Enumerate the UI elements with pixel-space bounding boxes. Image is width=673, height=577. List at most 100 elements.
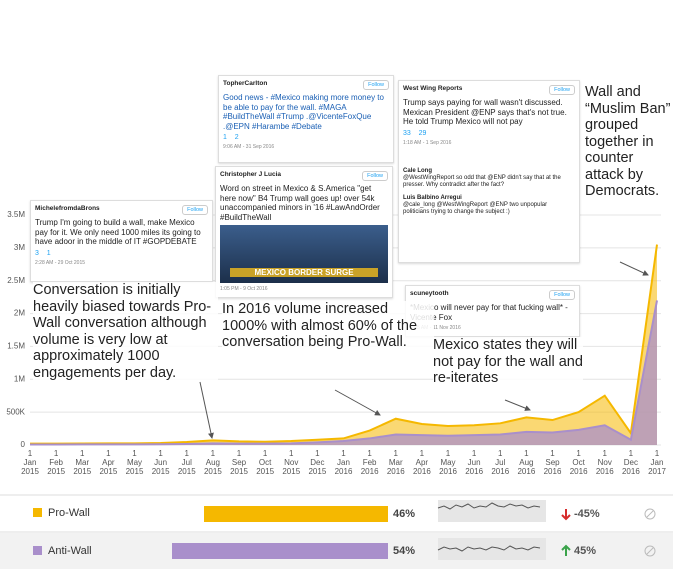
tweet-author: MichelefromdaBrons (35, 205, 100, 212)
tweet-author: Christopher J Lucia (220, 171, 282, 178)
tweet-stats: 1 2 (223, 134, 389, 141)
tweet-card: Christopher J Lucia Follow Word on stree… (215, 166, 393, 298)
annotation: Conversation is initially heavily biased… (33, 282, 218, 381)
x-tick-label: 1 Sep 2016 (543, 449, 562, 476)
x-tick-label: 1 Mar 2016 (386, 449, 405, 476)
tweet-stats: 3 1 (35, 250, 208, 257)
tweet-card: TopherCarlton Follow Good news - #Mexico… (218, 75, 394, 163)
x-tick-label: 1 Nov 2016 (595, 449, 614, 476)
tweet-text: Trump says paying for wall wasn't discus… (403, 98, 567, 126)
x-tick-label: 1 Jun 2015 (151, 449, 170, 476)
reply-author: Cale Long (403, 167, 433, 174)
change-label: -45% (574, 508, 600, 520)
reply-text: @WestWingReport so odd that @ENP didn't … (403, 174, 561, 188)
area (30, 300, 657, 445)
reply: Cale Long @WestWingReport so odd that @EN… (403, 168, 575, 189)
tweet-text: Good news - #Mexico making more money to… (223, 93, 384, 131)
sparkline-bg (438, 538, 546, 560)
x-tick-label: 1 Jan 2017 (648, 449, 666, 476)
follow-button[interactable]: Follow (362, 171, 388, 181)
annotation-arrow (334, 389, 381, 416)
tweet-card: MichelefromdaBrons Follow Trump I'm goin… (30, 200, 213, 282)
x-tick-label: 1 Dec 2015 (308, 449, 327, 476)
y-tick-label: 3M (14, 243, 25, 252)
y-tick-label: 1.5M (7, 342, 25, 351)
y-tick-label: 1M (14, 374, 25, 383)
x-tick-label: 1 Jul 2015 (177, 449, 196, 476)
tweet-card: scuneytooth Follow *Mexico will never pa… (405, 285, 580, 337)
tweet-text: Trump I'm going to build a wall, make Me… (35, 218, 201, 246)
x-tick-label: 1 Apr 2016 (412, 449, 431, 476)
tweet-image: MEXICO BORDER SURGE (220, 225, 388, 283)
share-bar (204, 506, 388, 522)
x-tick-label: 1 Jan 2015 (21, 449, 39, 476)
follow-button[interactable]: Follow (549, 85, 575, 95)
retweets: 3 (35, 249, 39, 257)
annotation-arrow (504, 399, 531, 411)
checkbox[interactable] (33, 546, 42, 555)
tweet-author: TopherCarlton (223, 80, 268, 87)
sparkline (437, 502, 541, 510)
likes: 2 (234, 134, 239, 141)
tweet-stats: 33 29 (403, 130, 575, 137)
hide-icon[interactable] (644, 508, 656, 520)
tweet-author: scuneytooth (410, 290, 449, 297)
legend-label: Anti-Wall (48, 545, 92, 557)
x-tick-label: 1 Apr 2015 (99, 449, 118, 476)
annotation: In 2016 volume increased 1000% with almo… (222, 301, 434, 351)
x-tick-label: 1 Aug 2016 (517, 449, 536, 476)
y-tick-label: 500K (6, 407, 25, 416)
x-tick-label: 1 May 2015 (125, 449, 144, 476)
follow-button[interactable]: Follow (363, 80, 389, 90)
image-caption: MEXICO BORDER SURGE (230, 268, 378, 277)
x-tick-label: 1 May 2016 (439, 449, 457, 476)
checkbox[interactable] (33, 508, 42, 517)
annotation-arrow (199, 381, 214, 439)
x-tick-label: 1 Jan 2016 (334, 449, 353, 476)
follow-button[interactable]: Follow (549, 290, 575, 300)
tweet-time: 2:28 AM - 29 Oct 2015 (35, 259, 86, 266)
x-tick-label: 1 Sep 2015 (230, 449, 248, 476)
down-arrow (561, 509, 571, 521)
tweet-time: 7:05 AM - 11 Nov 2016 (410, 325, 461, 331)
x-tick-label: 1 Mar 2015 (73, 449, 92, 476)
hide-icon (646, 547, 654, 555)
share-bar (172, 543, 388, 559)
x-tick-label: 1 Dec 2016 (621, 449, 640, 476)
change-label: 45% (574, 545, 597, 557)
up-arrow (561, 544, 571, 556)
annotation: Mexico states they will not pay for the … (433, 337, 583, 387)
reply: Luis Balbino Arregui @cale_long @WestWing… (403, 195, 575, 216)
y-tick-label: 3.5M (7, 210, 25, 219)
retweets: 1 (223, 134, 227, 141)
tweet-time: 9:06 AM - 31 Sep 2016 (223, 144, 275, 150)
x-tick-label: 1 Jun 2016 (465, 449, 484, 476)
x-tick-label: 1 Feb 2015 (47, 449, 66, 476)
x-tick-label: 1 Nov 2015 (282, 449, 301, 476)
x-tick-label: 1 Jul 2016 (491, 449, 510, 476)
y-tick-label: 0 (21, 440, 26, 449)
tweet-time: 1:05 PM - 9 Oct 2016 (220, 286, 268, 292)
likes: 1 (46, 249, 51, 257)
sparkline (437, 545, 541, 552)
follow-button[interactable]: Follow (182, 205, 208, 215)
y-tick-label: 2.5M (7, 276, 25, 285)
y-tick-label: 2M (14, 309, 25, 318)
area (30, 244, 657, 445)
share-label: 46% (393, 508, 416, 520)
share-label: 54% (393, 545, 416, 557)
annotation: Wall and “Muslim Ban” grouped together i… (585, 84, 671, 199)
likes: 29 (418, 129, 427, 137)
x-tick-label: 1 Feb 2016 (360, 449, 379, 476)
annotation-arrow (619, 261, 649, 276)
legend-label: Pro-Wall (48, 507, 90, 519)
x-tick-label: 1 Oct 2015 (256, 449, 275, 476)
reply-text: @cale_long @WestWingReport @ENP two unpo… (403, 201, 548, 215)
reply-author: Luis Balbino Arregui (403, 194, 462, 201)
tweet-text: *Mexico will never pay for that fucking … (410, 303, 568, 322)
hide-icon[interactable] (644, 545, 656, 557)
tweet-time: 1:18 AM - 1 Sep 2016 (403, 139, 452, 146)
hide-icon (646, 510, 654, 518)
